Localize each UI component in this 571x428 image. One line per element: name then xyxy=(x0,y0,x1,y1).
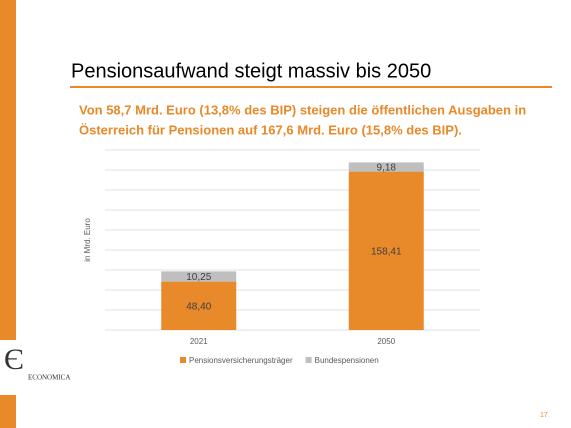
legend-swatch xyxy=(180,357,186,363)
subtitle-line: Von 58,7 Mrd. Euro (13,8% des BIP) steig… xyxy=(79,102,526,117)
x-tick-label: 2021 xyxy=(190,337,208,346)
legend-label: Pensionsversicherungsträger xyxy=(189,356,293,365)
bar-segment xyxy=(161,271,237,282)
logo-mark: Є xyxy=(4,343,24,376)
slide-title: Pensionsaufwand steigt massiv bis 2050 xyxy=(71,60,431,82)
bar-segment xyxy=(348,162,424,172)
x-tick-label: 2050 xyxy=(377,337,395,346)
legend-swatch xyxy=(305,357,312,363)
side-strip xyxy=(0,395,16,428)
bar-segment xyxy=(348,171,424,330)
legend-label: Bundespensionen xyxy=(315,356,379,365)
y-axis-label: in Mrd. Euro xyxy=(83,218,92,262)
logo-text: ECONOMICA xyxy=(28,374,70,382)
side-strip xyxy=(0,0,16,340)
data-label: 48,40 xyxy=(186,301,211,312)
data-label: 10,25 xyxy=(186,272,211,283)
subtitle-line: Österreich für Pensionen auf 167,6 Mrd. … xyxy=(79,122,462,137)
bar-segment xyxy=(161,281,237,330)
page-number: 17 xyxy=(540,412,548,419)
data-label: 158,41 xyxy=(371,246,402,257)
data-label: 9,18 xyxy=(377,163,397,174)
